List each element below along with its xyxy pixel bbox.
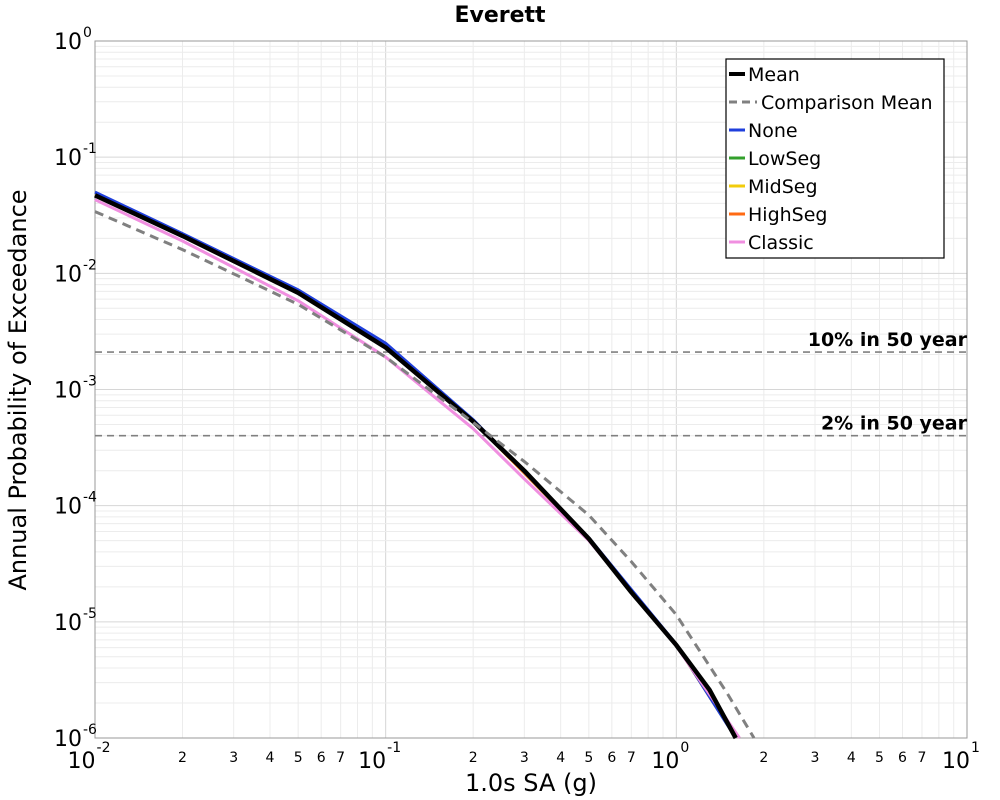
y-tick-label: 10-2 (54, 257, 97, 287)
x-minor-tick-label: 4 (266, 750, 275, 766)
x-minor-tick-label: 6 (317, 750, 326, 766)
x-tick-label: 100 (651, 740, 689, 774)
legend-box (725, 58, 945, 259)
x-axis-label: 1.0s SA (g) (465, 769, 597, 797)
series-line-mean (94, 193, 738, 740)
y-tick-label: 10-5 (54, 606, 97, 636)
reference-line-label: 2% in 50 year (821, 413, 968, 435)
x-minor-tick-label: 3 (520, 750, 529, 766)
x-tick-label: 101 (942, 740, 980, 774)
x-tick-label: 10-2 (68, 740, 111, 774)
x-minor-tick-label: 7 (627, 750, 636, 766)
x-minor-tick-label: 4 (847, 750, 856, 766)
reference-lines: 10% in 50 year 2% in 50 year (95, 329, 968, 437)
chart-title: Everett (454, 3, 546, 28)
y-axis-label: Annual Probability of Exceedance (4, 189, 32, 590)
y-tick-label: 10-3 (54, 374, 97, 404)
plot-area-frame (94, 40, 968, 739)
legend-entry-label: None (748, 120, 798, 142)
series-lines (94, 190, 756, 740)
legend-entry-label: LowSeg (748, 148, 821, 170)
legend-entry-label: Mean (748, 64, 800, 86)
x-minor-tick-label: 3 (229, 750, 238, 766)
legend: Mean Comparison Mean None LowSeg MidSeg HighS… (725, 58, 945, 259)
y-tick-label: 10-6 (54, 722, 97, 752)
x-minor-tick-label: 2 (178, 750, 187, 766)
legend-entry-label: MidSeg (748, 176, 818, 198)
x-minor-tick-label: 6 (898, 750, 907, 766)
legend-entry-label: Classic (748, 232, 814, 254)
legend-entry-label: HighSeg (748, 204, 827, 226)
legend-entry-label: Comparison Mean (761, 92, 933, 114)
x-minor-tick-label: 2 (759, 750, 768, 766)
reference-line-label: 10% in 50 year (808, 329, 968, 351)
x-minor-tick-label: 5 (875, 750, 884, 766)
y-tick-label: 100 (54, 25, 92, 55)
x-minor-tick-label: 7 (918, 750, 927, 766)
y-tick-label: 10-1 (54, 141, 97, 171)
x-minor-tick-label: 4 (556, 750, 565, 766)
x-minor-tick-label: 6 (607, 750, 616, 766)
grid (94, 41, 967, 739)
x-minor-tick-label: 2 (469, 750, 478, 766)
x-tick-label: 10-1 (358, 740, 401, 774)
x-minor-tick-label: 5 (584, 750, 593, 766)
series-line-none (94, 190, 737, 739)
y-tick-label: 10-4 (54, 490, 97, 520)
series-line-comparison-mean (94, 210, 756, 739)
x-minor-tick-label: 5 (294, 750, 303, 766)
x-minor-tick-label: 3 (811, 750, 820, 766)
x-minor-tick-label: 7 (336, 750, 345, 766)
